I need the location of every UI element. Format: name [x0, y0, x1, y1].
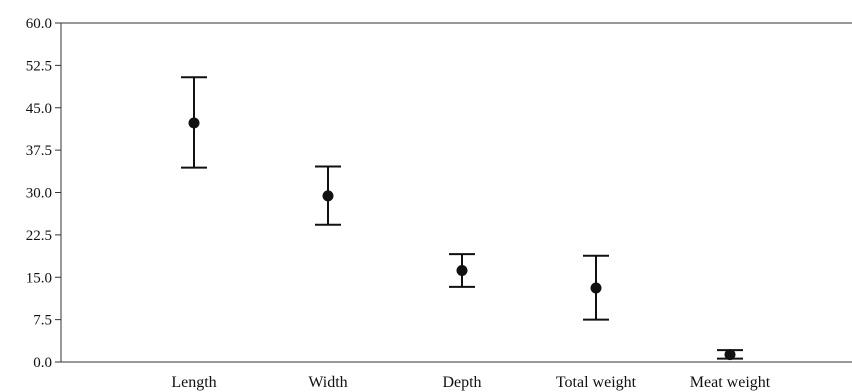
x-category-label: Meat weight	[690, 374, 771, 391]
y-tick-label: 30.0	[26, 186, 52, 202]
y-tick-label: 15.0	[26, 270, 52, 286]
x-category-label: Length	[171, 374, 216, 391]
mean-point	[724, 349, 736, 361]
y-tick-label: 7.5	[33, 313, 52, 329]
data-marks	[181, 76, 743, 361]
y-axis-ticks: 0.0 7.5 15.0 22.5 30.0 37.5 45.0 52.5 60.0	[26, 16, 61, 371]
y-tick-label: 37.5	[26, 143, 52, 159]
y-tick-label: 22.5	[26, 228, 52, 244]
x-category-label: Depth	[442, 374, 481, 391]
y-tick-label: 45.0	[26, 101, 52, 117]
mean-point	[590, 282, 602, 294]
mean-point	[322, 190, 334, 202]
y-tick-label: 60.0	[26, 16, 52, 32]
y-tick-label: 0.0	[33, 355, 52, 371]
y-tick-label: 52.5	[26, 58, 52, 74]
mean-point	[456, 264, 468, 276]
x-category-label: Total weight	[556, 374, 637, 391]
x-axis-labels: Length Width Depth Total weight Meat weight	[171, 374, 770, 391]
mean-point	[188, 117, 200, 129]
x-category-label: Width	[308, 374, 347, 391]
axes	[60, 22, 852, 363]
